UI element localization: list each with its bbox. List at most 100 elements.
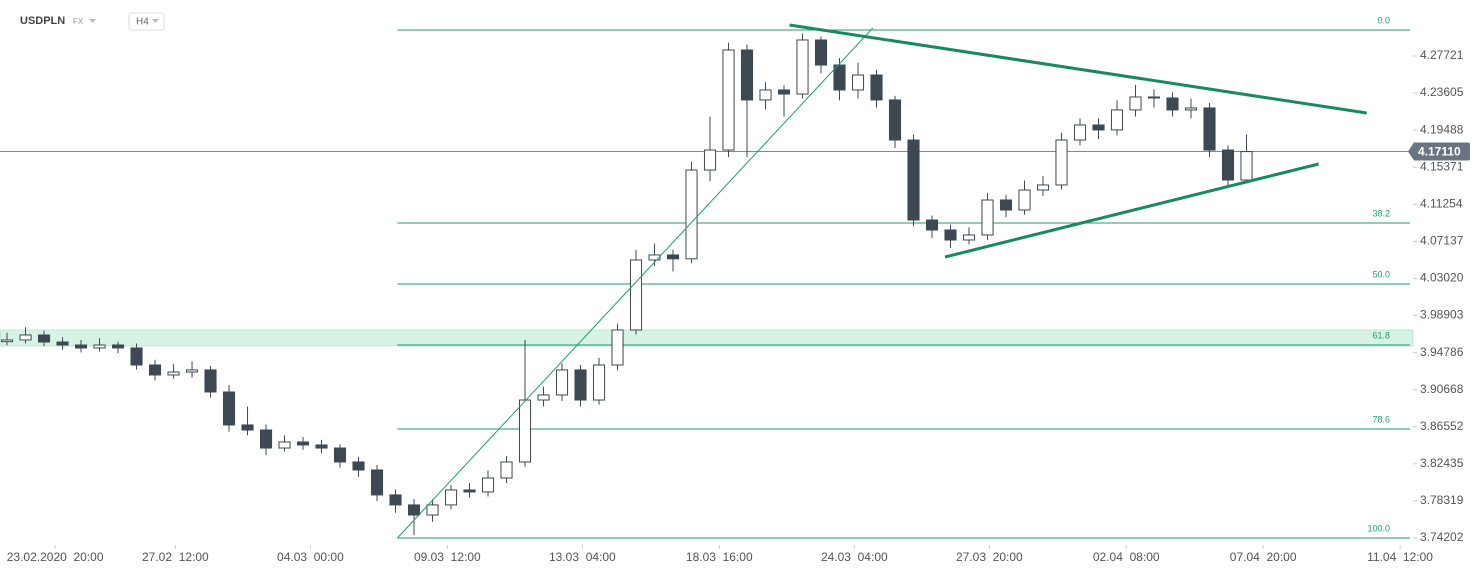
- support-zone: [0, 329, 1414, 347]
- candle-body: [740, 49, 754, 101]
- candle-body: [148, 364, 162, 376]
- candle-body: [777, 89, 791, 95]
- candle-body: [999, 199, 1013, 211]
- trend-line: [789, 23, 1367, 115]
- y-tick-label: 4.15371: [1420, 159, 1464, 173]
- y-tick-label: 3.90668: [1420, 382, 1464, 396]
- candle-body: [37, 334, 51, 343]
- candle-body: [833, 64, 846, 91]
- y-tick-label: 4.23605: [1420, 85, 1464, 99]
- x-tick-label: 02.04 08:00: [1093, 550, 1160, 564]
- candle-body: [56, 341, 69, 346]
- x-tick-label: 09.03 12:00: [414, 550, 481, 564]
- trend-line: [397, 27, 874, 539]
- y-tick-label: 4.11254: [1420, 196, 1463, 210]
- candle-body: [204, 369, 217, 393]
- candle-body: [592, 364, 606, 401]
- trend-line: [944, 162, 1320, 259]
- candle-body: [814, 39, 828, 66]
- fib-label: 0.0: [1377, 15, 1390, 25]
- last-price-label: 4.17110: [1418, 145, 1461, 159]
- candle-body: [167, 371, 180, 376]
- x-tick-label: 27.03 20:00: [956, 550, 1023, 564]
- candle-body: [407, 504, 421, 516]
- candle-body: [796, 39, 809, 95]
- x-tick-label: 11.04 12:00: [1367, 550, 1433, 564]
- candle-body: [130, 347, 143, 366]
- candle-body: [888, 99, 902, 141]
- candle-body: [1092, 124, 1105, 131]
- x-tick-label: 24.03 04:00: [821, 550, 888, 564]
- candle-body: [259, 429, 273, 449]
- candle-body: [1203, 107, 1216, 151]
- candle-body: [574, 369, 587, 401]
- candle-body: [426, 504, 439, 516]
- candle-body: [685, 169, 698, 260]
- candle-body: [278, 441, 291, 449]
- x-tick-label: 13.03 04:00: [549, 550, 616, 564]
- timeframe-box[interactable]: [128, 12, 165, 31]
- candle-body: [648, 254, 661, 261]
- candle-body: [722, 49, 735, 151]
- candle-body: [555, 369, 569, 396]
- candle-body: [629, 259, 643, 331]
- fib-label: 78.6: [1372, 414, 1390, 424]
- market-dropdown[interactable]: [89, 19, 96, 23]
- fib-label: 38.2: [1372, 208, 1390, 218]
- last-price-box: [1408, 142, 1470, 161]
- candle-body: [925, 219, 939, 231]
- x-tick-label: 27.02 12:00: [142, 550, 209, 564]
- candle-body: [93, 344, 106, 349]
- x-tick-label: 23.02.2020 20:00: [7, 550, 104, 564]
- candle-body: [463, 489, 476, 493]
- candle-body: [666, 254, 680, 260]
- candle-body: [74, 344, 88, 349]
- y-tick-label: 3.74202: [1420, 530, 1464, 544]
- candle-body: [0, 339, 14, 343]
- candle-body: [1221, 149, 1235, 181]
- symbol: USDPLN: [20, 15, 65, 27]
- candle-body: [500, 461, 513, 479]
- y-tick-label: 3.98903: [1420, 308, 1464, 322]
- candle-body: [703, 149, 717, 171]
- candle-body: [222, 391, 236, 426]
- y-tick-label: 3.78319: [1420, 493, 1464, 507]
- fib-label: 50.0: [1372, 269, 1390, 279]
- candle-body: [1110, 109, 1124, 131]
- candle-body: [962, 234, 976, 241]
- candle-body: [851, 74, 865, 91]
- candle-body: [518, 399, 532, 463]
- fib-label: 100.0: [1367, 523, 1390, 533]
- candle-body: [981, 199, 994, 236]
- y-tick-label: 4.07137: [1420, 234, 1464, 248]
- candle-body: [315, 444, 328, 449]
- candle-body: [1036, 184, 1050, 191]
- candle-body: [1055, 139, 1068, 186]
- y-tick-label: 3.94786: [1420, 345, 1464, 359]
- candle-body: [1240, 151, 1253, 181]
- candle-body: [1166, 97, 1179, 111]
- x-tick-label: 18.03 16:00: [686, 550, 753, 564]
- candle-body: [389, 494, 402, 506]
- candle-body: [1073, 124, 1087, 141]
- timeframe: H4: [136, 17, 149, 28]
- x-tick-label: 07.04 20:00: [1230, 550, 1297, 564]
- y-tick-label: 4.03020: [1420, 271, 1464, 285]
- x-tick-label: 04.03 00:00: [277, 550, 344, 564]
- candle-body: [870, 74, 883, 101]
- candle-body: [352, 461, 365, 471]
- y-tick-label: 4.19488: [1420, 122, 1464, 136]
- timeframe-dropdown[interactable]: [152, 19, 159, 23]
- candle-body: [444, 489, 458, 506]
- market: FX: [73, 17, 84, 26]
- candle-body: [1018, 189, 1031, 211]
- candle-body: [944, 229, 957, 241]
- y-tick-label: 3.86552: [1420, 419, 1464, 433]
- candle-body: [611, 329, 624, 366]
- candle-body: [481, 477, 495, 493]
- candle-body: [19, 334, 32, 341]
- candle-body: [1129, 96, 1142, 111]
- candle-body: [370, 469, 384, 496]
- fib-label: 61.8: [1372, 330, 1390, 340]
